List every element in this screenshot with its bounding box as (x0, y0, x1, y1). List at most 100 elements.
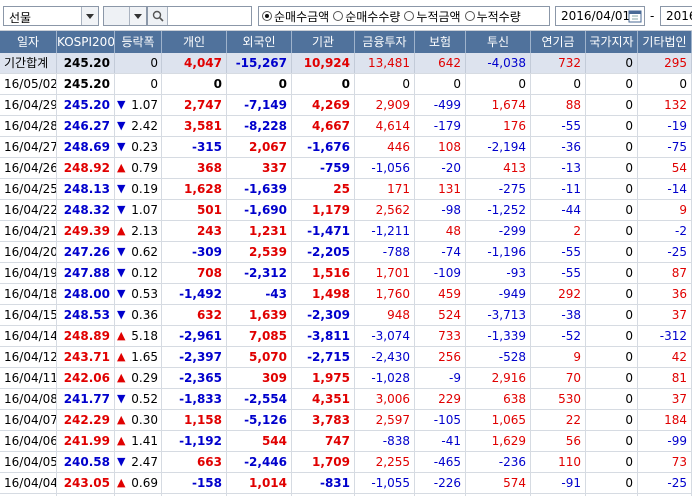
market-select[interactable]: 선물 (3, 6, 99, 26)
table-cell: 249.39 (57, 221, 115, 241)
table-cell: 733 (415, 326, 466, 346)
table-row[interactable]: 16/04/25 248.13 ▼ 0.19 1,628 -1,639 25 171 131 -2… (0, 179, 692, 200)
table-cell: 13,481 (355, 53, 415, 73)
table-cell: -499 (415, 95, 466, 115)
table-cell: -93 (466, 263, 531, 283)
summary-row[interactable]: 기간합계 245.20 0 4,047 -15,267 10,924 13,481 642 -4… (0, 53, 692, 74)
down-arrow-icon: ▼ (117, 119, 126, 132)
down-arrow-icon: ▼ (117, 266, 126, 279)
date-from-field[interactable]: 2016/04/01 (555, 6, 645, 26)
table-cell: -528 (466, 347, 531, 367)
table-row[interactable]: 16/04/14 248.89 ▲ 5.18 -2,961 7,085 -3,811 -3,0… (0, 326, 692, 347)
column-header[interactable]: 투신 (466, 31, 531, 53)
table-cell: 176 (466, 116, 531, 136)
change-value: 0.62 (131, 245, 158, 259)
table-cell: -105 (415, 410, 466, 430)
table-cell: -2,194 (466, 137, 531, 157)
column-header[interactable]: 금융투자 (355, 31, 415, 53)
table-cell: 48 (415, 221, 466, 241)
column-header[interactable]: KOSPI200 (57, 31, 115, 53)
table-cell: 292 (531, 284, 586, 304)
column-header[interactable]: 개인 (162, 31, 227, 53)
table-row[interactable]: 16/04/05 240.58 ▼ 2.47 663 -2,446 1,709 2,255 -4… (0, 452, 692, 473)
table-cell: -1,690 (227, 200, 292, 220)
column-header[interactable]: 보험 (415, 31, 466, 53)
table-row[interactable]: 16/04/07 242.29 ▲ 0.30 1,158 -5,126 3,783 2,597… (0, 410, 692, 431)
table-cell: 1,498 (292, 284, 355, 304)
change-value: 0.12 (131, 266, 158, 280)
search-input[interactable] (147, 6, 252, 26)
table-row[interactable]: 16/04/06 241.99 ▲ 1.41 -1,192 544 747 -838 -41 1,… (0, 431, 692, 452)
table-cell: 1,158 (162, 410, 227, 430)
radio-option[interactable]: 순매수금액 (262, 8, 329, 25)
radio-icon[interactable] (404, 11, 415, 21)
column-header[interactable]: 등락폭 (115, 31, 162, 53)
radio-option[interactable]: 누적수량 (464, 8, 521, 25)
table-row[interactable]: 16/04/08 241.77 ▼ 0.52 -1,833 -2,554 4,351 3,00… (0, 389, 692, 410)
search-icon[interactable] (148, 7, 168, 25)
table-cell: ▼ 0.23 (115, 137, 162, 157)
table-row[interactable]: 16/04/04 243.05 ▲ 0.69 -158 1,014 -831 -1,055 -2… (0, 473, 692, 494)
table-cell: 171 (355, 179, 415, 199)
table-cell: ▼ 0.52 (115, 389, 162, 409)
column-header[interactable]: 기관 (292, 31, 355, 53)
table-cell: 242.36 (57, 494, 115, 496)
table-row[interactable]: 16/04/15 248.53 ▼ 0.36 632 1,639 -2,309 948 524-… (0, 305, 692, 326)
radio-icon[interactable] (333, 11, 344, 21)
table-row[interactable]: 16/04/11 242.06 ▲ 0.29 -2,365 309 1,975 -1,028-… (0, 368, 692, 389)
table-row[interactable]: 16/04/18 248.00 ▼ 0.53 -1,492 -43 1,498 1,760 45… (0, 284, 692, 305)
table-row[interactable]: 16/04/19 247.88 ▼ 0.12 708 -2,312 1,516 1,701 -1… (0, 263, 692, 284)
table-cell: 0 (586, 263, 638, 283)
change-value: 1.07 (131, 203, 158, 217)
chevron-down-icon[interactable] (81, 7, 98, 25)
table-cell: 87 (638, 263, 692, 283)
column-header[interactable]: 외국인 (227, 31, 292, 53)
calendar-icon[interactable] (627, 8, 643, 24)
table-cell: ▼ 0.53 (115, 284, 162, 304)
radio-icon[interactable] (464, 11, 475, 21)
table-cell: -9 (415, 368, 466, 388)
table-cell: 37 (638, 389, 692, 409)
table-cell: -36 (531, 137, 586, 157)
table-row[interactable]: 16/04/22 248.32 ▼ 1.07 501 -1,690 1,179 2,562 -9… (0, 200, 692, 221)
table-row[interactable]: 16/04/29 245.20 ▼ 1.07 2,747 -7,149 4,269 2,909… (0, 95, 692, 116)
table-row[interactable]: 16/05/02 245.20 0 0 0 0 0 0 0 0 0 0 (0, 74, 692, 95)
table-cell: 1,628 (162, 179, 227, 199)
table-cell: -3,713 (466, 305, 531, 325)
table-cell: -1,339 (466, 326, 531, 346)
table-cell: 248.92 (57, 158, 115, 178)
column-header[interactable]: 일자 (0, 31, 57, 53)
table-cell: 0 (586, 116, 638, 136)
chevron-down-icon[interactable] (129, 7, 146, 25)
table-cell: -1,639 (227, 179, 292, 199)
column-header[interactable]: 국가지자 (586, 31, 638, 53)
table-cell: 16/04/29 (0, 95, 57, 115)
table-row[interactable]: 16/04/20 247.26 ▼ 0.62 -309 2,539 -2,205 -788 -7… (0, 242, 692, 263)
date-to-field[interactable]: 2016/ (660, 6, 692, 26)
column-header[interactable]: 기타법인 (638, 31, 692, 53)
table-row[interactable]: 16/04/12 243.71 ▲ 1.65 -2,397 5,070 -2,715 -2,4… (0, 347, 692, 368)
table-cell: 4,269 (292, 95, 355, 115)
table-row[interactable]: 16/04/27 248.69 ▼ 0.23 -315 2,067 -1,676 446 108… (0, 137, 692, 158)
table-cell: 732 (531, 53, 586, 73)
table-cell: 4 (531, 494, 586, 496)
table-cell: -2,715 (292, 347, 355, 367)
column-header[interactable]: 연기금 (531, 31, 586, 53)
table-cell: 243 (162, 221, 227, 241)
radio-label: 순매수금액 (274, 9, 330, 24)
table-cell: 22 (531, 410, 586, 430)
toolbar: 선물 순매수금액 순매수수량 누적금액 누적수량 2016/04/01 - 2016/ (0, 0, 692, 31)
table-cell: 16/04/05 (0, 452, 57, 472)
table-row[interactable]: 16/04/28 246.27 ▼ 2.42 3,581 -8,228 4,667 4,614… (0, 116, 692, 137)
code-select[interactable] (103, 6, 147, 26)
table-cell: 1,709 (292, 452, 355, 472)
table-cell: -7,149 (227, 95, 292, 115)
table-row[interactable]: 16/04/21 249.39 ▲ 2.13 243 1,231 -1,471 -1,211 4… (0, 221, 692, 242)
radio-option[interactable]: 순매수수량 (333, 8, 400, 25)
radio-icon[interactable] (262, 11, 272, 21)
radio-option[interactable]: 누적금액 (404, 8, 461, 25)
change-value: 1.41 (131, 434, 158, 448)
down-arrow-icon: ▼ (117, 308, 126, 321)
table-row[interactable]: 16/04/26 248.92 ▲ 0.79 368 337 -759 -1,056 -20 41… (0, 158, 692, 179)
table-cell: 0 (466, 74, 531, 94)
